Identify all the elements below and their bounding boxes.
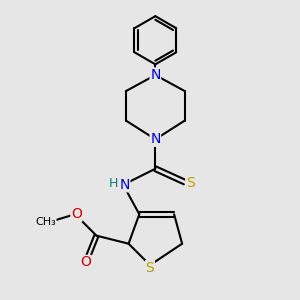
Text: N: N <box>150 68 161 82</box>
Text: N: N <box>119 178 130 192</box>
Text: N: N <box>150 132 161 146</box>
Text: S: S <box>186 176 194 190</box>
Text: S: S <box>146 261 154 275</box>
Text: CH₃: CH₃ <box>35 217 56 227</box>
Text: H: H <box>109 177 119 190</box>
Text: O: O <box>71 207 82 221</box>
Text: O: O <box>80 255 91 269</box>
